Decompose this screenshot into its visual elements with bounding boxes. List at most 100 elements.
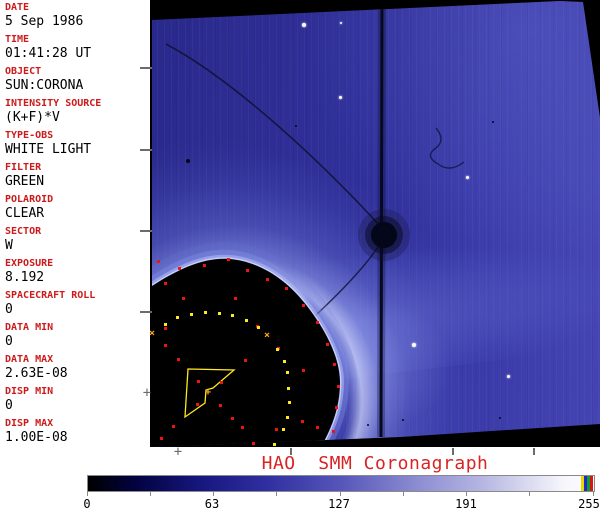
squiggle-artifact — [429, 127, 465, 169]
colorbar-tick-labels: 0 63 127 191 255 — [83, 497, 600, 511]
metadata-value: 0 — [5, 398, 13, 413]
red-fiducial-dot — [196, 403, 199, 406]
intensity-colorbar — [87, 475, 595, 492]
metadata-value: GREEN — [5, 174, 45, 189]
colorbar-tick-label: 191 — [455, 497, 477, 511]
yellow-fiducial-dot — [286, 371, 289, 374]
red-fiducial-dot — [164, 282, 167, 285]
red-fiducial-dot — [203, 264, 206, 267]
red-fiducial-dot — [241, 426, 244, 429]
yellow-fiducial-dot — [164, 323, 167, 326]
red-fiducial-dot — [172, 425, 175, 428]
metadata-value: 8.192 — [5, 270, 45, 285]
colorbar-minor-tick — [339, 492, 341, 496]
suspension-wire-upper — [165, 43, 383, 229]
metadata-item: DATE 5 Sep 1986 — [5, 2, 150, 30]
metadata-value: SUN:CORONA — [5, 78, 84, 93]
metadata-label: OBJECT — [5, 66, 42, 77]
metadata-value: CLEAR — [5, 206, 45, 221]
occulting-disk — [152, 258, 340, 447]
star-speck — [412, 343, 416, 347]
red-fiducial-dot — [178, 267, 181, 270]
red-fiducial-dot — [316, 426, 319, 429]
metadata-label: DATA MIN — [5, 322, 54, 333]
metadata-label: TYPE-OBS — [5, 130, 54, 141]
red-fiducial-dot — [219, 404, 222, 407]
dust-speck — [499, 417, 501, 419]
dust-speck — [492, 121, 494, 123]
star-speck — [302, 23, 306, 27]
metadata-item: TIME 01:41:28 UT — [5, 34, 150, 62]
metadata-item: EXPOSURE 8.192 — [5, 258, 150, 286]
colorbar-minor-tick — [592, 492, 594, 496]
metadata-value: WHITE LIGHT — [5, 142, 92, 157]
red-fiducial-dot — [164, 327, 167, 330]
metadata-label: DATE — [5, 2, 30, 13]
colorbar-minor-tick — [86, 492, 88, 496]
red-fiducial-dot — [275, 428, 278, 431]
metadata-label: SPACECRAFT ROLL — [5, 290, 96, 301]
metadata-item: TYPE-OBS WHITE LIGHT — [5, 130, 150, 158]
red-fiducial-dot — [252, 442, 255, 445]
colorbar-calibration-stripe — [590, 476, 593, 491]
yellow-fiducial-dot — [245, 319, 248, 322]
red-fiducial-dot — [326, 343, 329, 346]
star-speck — [338, 95, 342, 99]
occulter-blob — [371, 222, 397, 248]
metadata-label: EXPOSURE — [5, 258, 54, 269]
yellow-fiducial-dot — [218, 312, 221, 315]
red-fiducial-dot — [160, 437, 163, 440]
metadata-label: POLAROID — [5, 194, 54, 205]
red-fiducial-dot — [231, 417, 234, 420]
metadata-item: SECTOR W — [5, 226, 150, 254]
yellow-fiducial-dot — [257, 326, 260, 329]
star-speck — [465, 175, 469, 179]
metadata-item: FILTER GREEN — [5, 162, 150, 190]
colorbar-minor-tick — [402, 492, 404, 496]
image-scene — [152, 1, 465, 447]
orange-cross-marker: + — [205, 387, 212, 398]
red-fiducial-dot — [164, 344, 167, 347]
yellow-fiducial-dot — [283, 360, 286, 363]
metadata-value: W — [5, 238, 13, 253]
metadata-value: 0 — [5, 302, 13, 317]
image-title: HAO SMM Coronagraph — [261, 453, 489, 474]
dust-speck — [186, 159, 190, 163]
red-fiducial-dot — [302, 369, 305, 372]
colorbar-minor-tick — [529, 492, 531, 496]
red-fiducial-dot — [333, 363, 336, 366]
metadata-label: TIME — [5, 34, 30, 45]
metadata-item: POLAROID CLEAR — [5, 194, 150, 222]
red-fiducial-dot — [177, 358, 180, 361]
red-fiducial-dot — [302, 304, 305, 307]
metadata-value: 0 — [5, 334, 13, 349]
metadata-label: FILTER — [5, 162, 42, 173]
red-fiducial-dot — [266, 278, 269, 281]
metadata-item: DATA MAX 2.63E-08 — [5, 354, 150, 382]
yellow-fiducial-dot — [288, 401, 291, 404]
colorbar-tick-label: 0 — [83, 497, 91, 511]
colorbar-tick-label: 255 — [578, 497, 600, 511]
metadata-item: SPACECRAFT ROLL 0 — [5, 290, 150, 318]
yellow-fiducial-dot — [231, 314, 234, 317]
metadata-item: OBJECT SUN:CORONA — [5, 66, 150, 94]
red-fiducial-dot — [301, 420, 304, 423]
colorbar-minor-tick — [213, 492, 214, 496]
metadata-label: SECTOR — [5, 226, 42, 237]
metadata-value: 01:41:28 UT — [5, 46, 92, 61]
yellow-fiducial-dot — [190, 313, 193, 316]
red-fiducial-dot — [332, 430, 335, 433]
red-fiducial-dot — [197, 380, 200, 383]
yellow-fiducial-dot — [286, 416, 289, 419]
metadata-value: 1.00E-08 — [5, 430, 68, 445]
yellow-fiducial-dot — [176, 316, 179, 319]
metadata-label: DISP MIN — [5, 386, 54, 397]
metadata-item: DISP MAX 1.00E-08 — [5, 418, 150, 446]
orange-cross-marker: × — [264, 330, 271, 341]
colorbar-tick-label: 127 — [328, 497, 350, 511]
red-fiducial-dot — [337, 385, 340, 388]
yellow-fiducial-dot — [287, 387, 290, 390]
colorbar-ticks — [86, 492, 594, 497]
red-fiducial-dot — [246, 269, 249, 272]
colorbar-calibration-stripe — [581, 476, 584, 491]
